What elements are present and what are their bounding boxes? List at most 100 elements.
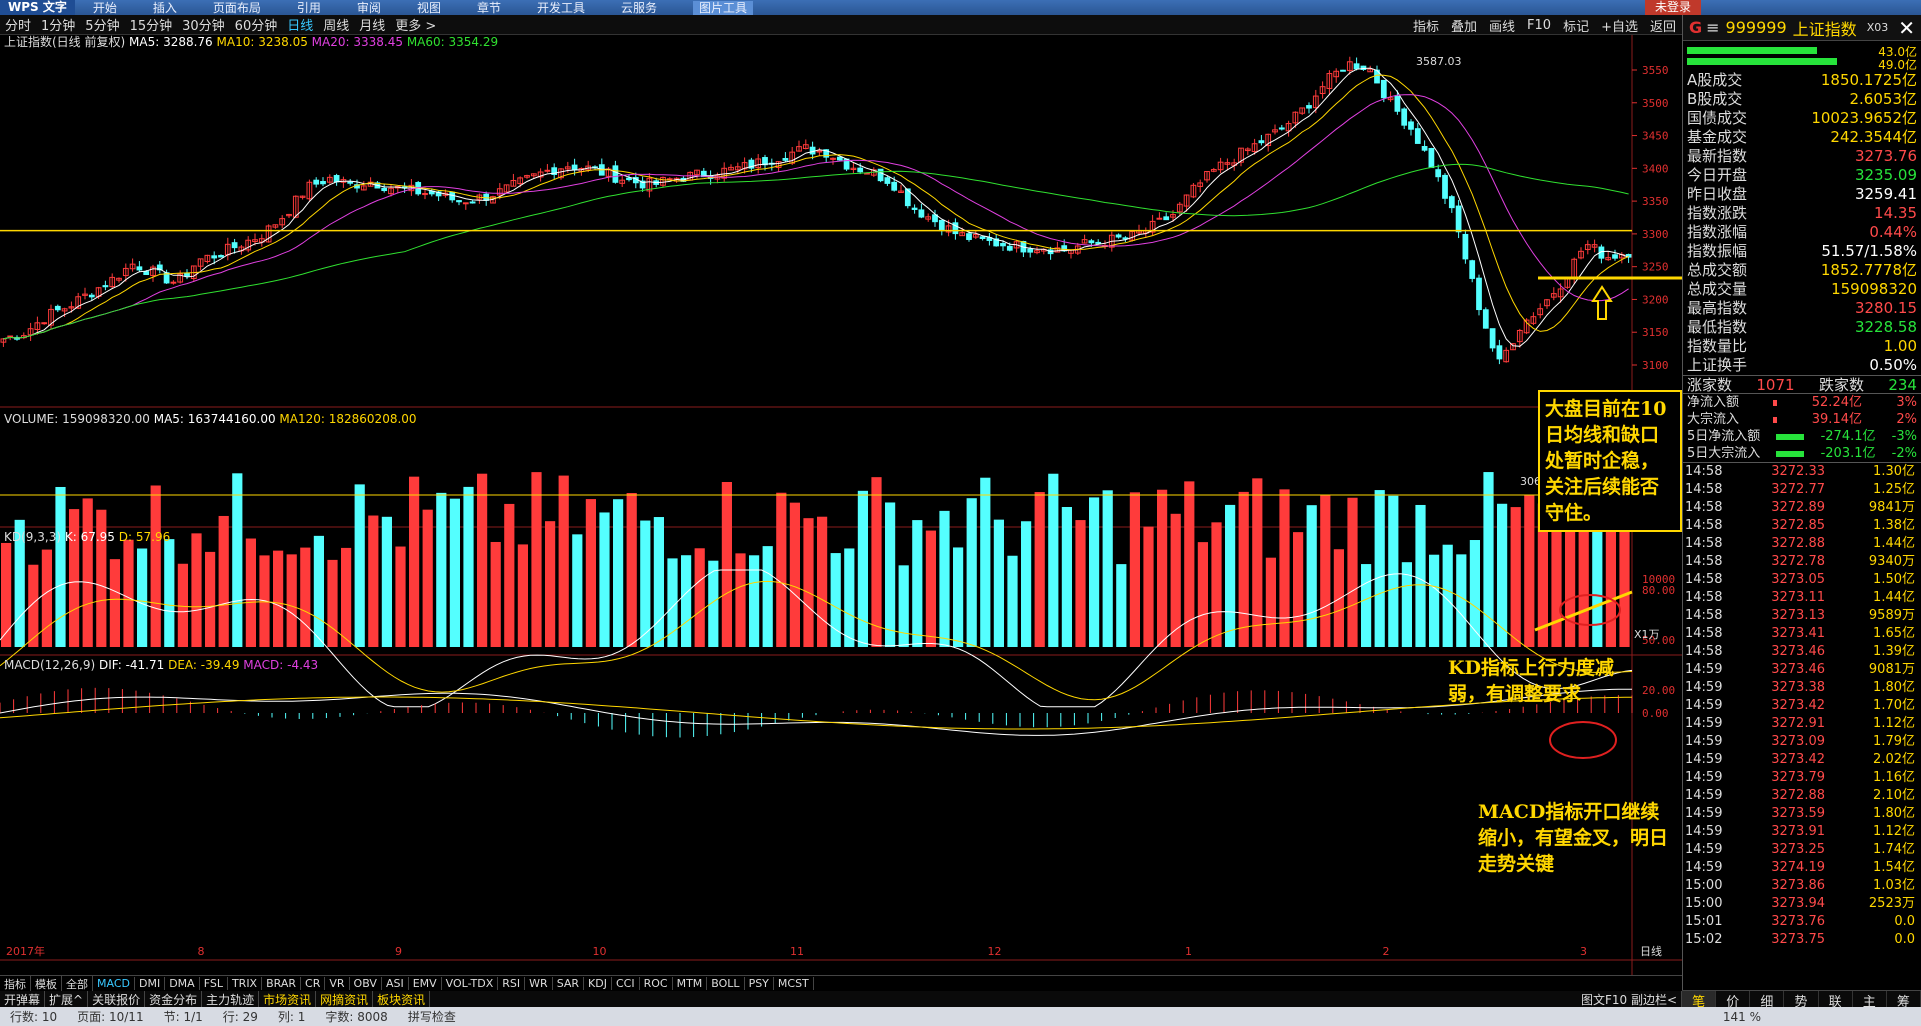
period-tab[interactable]: 30分钟 [182, 19, 225, 34]
indicator-tab[interactable]: ROC [640, 977, 673, 990]
menu-item[interactable]: 视图 [416, 1, 441, 15]
bottom-tab[interactable]: 关联报价 [88, 990, 146, 1008]
tick-row[interactable]: 14:58 3272.33 1.30亿 [1683, 463, 1921, 481]
menu-item[interactable]: 云服务 [620, 1, 657, 15]
indicator-tab[interactable]: SAR [553, 977, 585, 990]
indicator-tab[interactable]: PSY [745, 977, 774, 990]
tick-row[interactable]: 14:59 3273.42 2.02亿 [1683, 751, 1921, 769]
indicator-tab[interactable]: CR [301, 977, 326, 990]
indicator-tab[interactable]: MTM [673, 977, 708, 990]
bottom-tab[interactable]: 开弹幕 [0, 990, 46, 1008]
indicator-tab[interactable]: BRAR [262, 977, 302, 990]
tick-row[interactable]: 14:58 3272.85 1.38亿 [1683, 517, 1921, 535]
tick-row[interactable]: 15:00 3273.86 1.03亿 [1683, 877, 1921, 895]
menu-item[interactable]: 图片工具 [693, 1, 754, 15]
tick-list[interactable]: 14:58 3272.33 1.30亿 14:58 3272.77 1.25亿 14:58 3… [1683, 462, 1921, 949]
app-title[interactable]: WPS 文字 [0, 0, 75, 15]
tick-row[interactable]: 14:58 3273.13 9589万 [1683, 607, 1921, 625]
tick-row[interactable]: 14:59 3273.38 1.80亿 [1683, 679, 1921, 697]
bottom-tab[interactable]: 板块资讯 [373, 990, 431, 1008]
indicator-tab[interactable]: 模板 [31, 975, 62, 992]
quote-tab[interactable]: 价 [1716, 991, 1751, 1010]
indicator-tab[interactable]: BOLL [707, 977, 745, 990]
menu-item[interactable]: 插入 [152, 1, 177, 15]
indicator-tab[interactable]: ASI [382, 977, 409, 990]
quote-tab[interactable]: 联 [1819, 991, 1853, 1010]
indicator-tab[interactable]: WR [525, 977, 553, 990]
tick-row[interactable]: 15:02 3273.75 0.0 [1683, 931, 1921, 949]
tick-row[interactable]: 14:58 3272.89 9841万 [1683, 499, 1921, 517]
tick-row[interactable]: 14:59 3273.09 1.79亿 [1683, 733, 1921, 751]
period-tab[interactable]: 分时 [5, 19, 32, 34]
tick-row[interactable]: 14:58 3273.05 1.50亿 [1683, 571, 1921, 589]
indicator-tab[interactable]: EMV [409, 977, 442, 990]
tool-button[interactable]: +自选 [1601, 19, 1638, 35]
close-icon[interactable]: ✕ [1898, 15, 1915, 40]
bottom-right-tab[interactable]: 图文F10 副边栏< [1577, 990, 1682, 1008]
period-tab[interactable]: 月线 [359, 19, 386, 34]
period-tab[interactable]: 更多 > [395, 19, 437, 34]
period-tab[interactable]: 1分钟 [41, 19, 76, 34]
indicator-tab[interactable]: KDJ [584, 977, 612, 990]
indicator-tab[interactable]: CCI [612, 977, 640, 990]
menu-item[interactable]: 开发工具 [536, 1, 585, 15]
tick-row[interactable]: 14:59 3273.91 1.12亿 [1683, 823, 1921, 841]
indicator-tab[interactable]: RSI [498, 977, 526, 990]
stock-chart-svg[interactable]: 3550350034503400335033003250320031503100… [0, 35, 1712, 975]
indicator-tab[interactable]: VR [325, 977, 350, 990]
indicator-tab[interactable]: 指标 [0, 975, 31, 992]
bottom-tab[interactable]: 市场资讯 [259, 990, 317, 1008]
indicator-tab[interactable]: DMI [135, 977, 166, 990]
menu-item[interactable]: 开始 [92, 1, 117, 15]
chart-area[interactable]: 3550 3500 3450 3400 3350 3300 3250 3200 3150 3100… [0, 35, 1712, 975]
tool-button[interactable]: 指标 [1412, 19, 1439, 35]
menu-item[interactable]: 页面布局 [212, 1, 261, 15]
indicator-tab[interactable]: VOL-TDX [442, 977, 499, 990]
tool-button[interactable]: 叠加 [1451, 19, 1478, 35]
tick-row[interactable]: 14:59 3273.59 1.80亿 [1683, 805, 1921, 823]
tool-button[interactable]: F10 [1527, 17, 1552, 33]
bottom-tab[interactable]: 扩展^ [45, 990, 89, 1008]
menu-item[interactable]: 引用 [296, 1, 321, 15]
tool-button[interactable]: 画线 [1489, 19, 1516, 35]
bottom-tab[interactable]: 资金分布 [145, 990, 203, 1008]
period-tab[interactable]: 60分钟 [234, 19, 278, 34]
period-tab[interactable]: 15分钟 [129, 19, 173, 34]
tick-row[interactable]: 14:59 3273.25 1.74亿 [1683, 841, 1921, 859]
quote-tab[interactable]: 细 [1750, 991, 1785, 1010]
quote-tab[interactable]: 势 [1784, 991, 1819, 1010]
tick-row[interactable]: 14:58 3273.46 1.39亿 [1683, 643, 1921, 661]
tick-row[interactable]: 14:58 3273.11 1.44亿 [1683, 589, 1921, 607]
tick-row[interactable]: 14:59 3274.19 1.54亿 [1683, 859, 1921, 877]
bottom-tab[interactable]: 网摘资讯 [316, 990, 374, 1008]
tick-row[interactable]: 14:59 3272.91 1.12亿 [1683, 715, 1921, 733]
period-tab[interactable]: 5分钟 [85, 19, 120, 34]
tick-row[interactable]: 14:59 3273.42 1.70亿 [1683, 697, 1921, 715]
quote-tab[interactable]: 筹 [1887, 991, 1921, 1010]
quote-tab[interactable]: 笔 [1682, 991, 1717, 1010]
zoom-level[interactable]: 141 % [1722, 1009, 1761, 1024]
tick-row[interactable]: 14:58 3272.77 1.25亿 [1683, 481, 1921, 499]
menu-item[interactable]: 章节 [476, 1, 501, 15]
tick-row[interactable]: 15:00 3273.94 2523万 [1683, 895, 1921, 913]
period-tab[interactable]: 周线 [323, 19, 350, 34]
bottom-tab[interactable]: 主力轨迹 [202, 990, 260, 1008]
tick-row[interactable]: 14:59 3272.88 2.10亿 [1683, 787, 1921, 805]
indicator-tab[interactable]: OBV [350, 977, 382, 990]
tool-button[interactable]: 返回 [1649, 19, 1676, 35]
tick-row[interactable]: 14:58 3273.41 1.65亿 [1683, 625, 1921, 643]
login-button[interactable]: 未登录 [1644, 0, 1701, 15]
tick-row[interactable]: 14:59 3273.46 9081万 [1683, 661, 1921, 679]
period-tab[interactable]: 日线 [287, 19, 314, 34]
menu-item[interactable]: 审阅 [356, 1, 381, 15]
menu-icon[interactable]: ≡ [1706, 18, 1720, 37]
indicator-tab[interactable]: FSL [200, 977, 228, 990]
indicator-tab[interactable]: DMA [165, 977, 200, 990]
tick-row[interactable]: 14:59 3273.79 1.16亿 [1683, 769, 1921, 787]
indicator-tab[interactable]: TRIX [228, 977, 263, 990]
indicator-tab[interactable]: MACD [93, 977, 135, 990]
tick-row[interactable]: 14:58 3272.88 1.44亿 [1683, 535, 1921, 553]
tool-button[interactable]: 标记 [1563, 19, 1590, 35]
indicator-tab[interactable]: 全部 [62, 975, 93, 992]
quote-tab[interactable]: 主 [1853, 991, 1887, 1010]
